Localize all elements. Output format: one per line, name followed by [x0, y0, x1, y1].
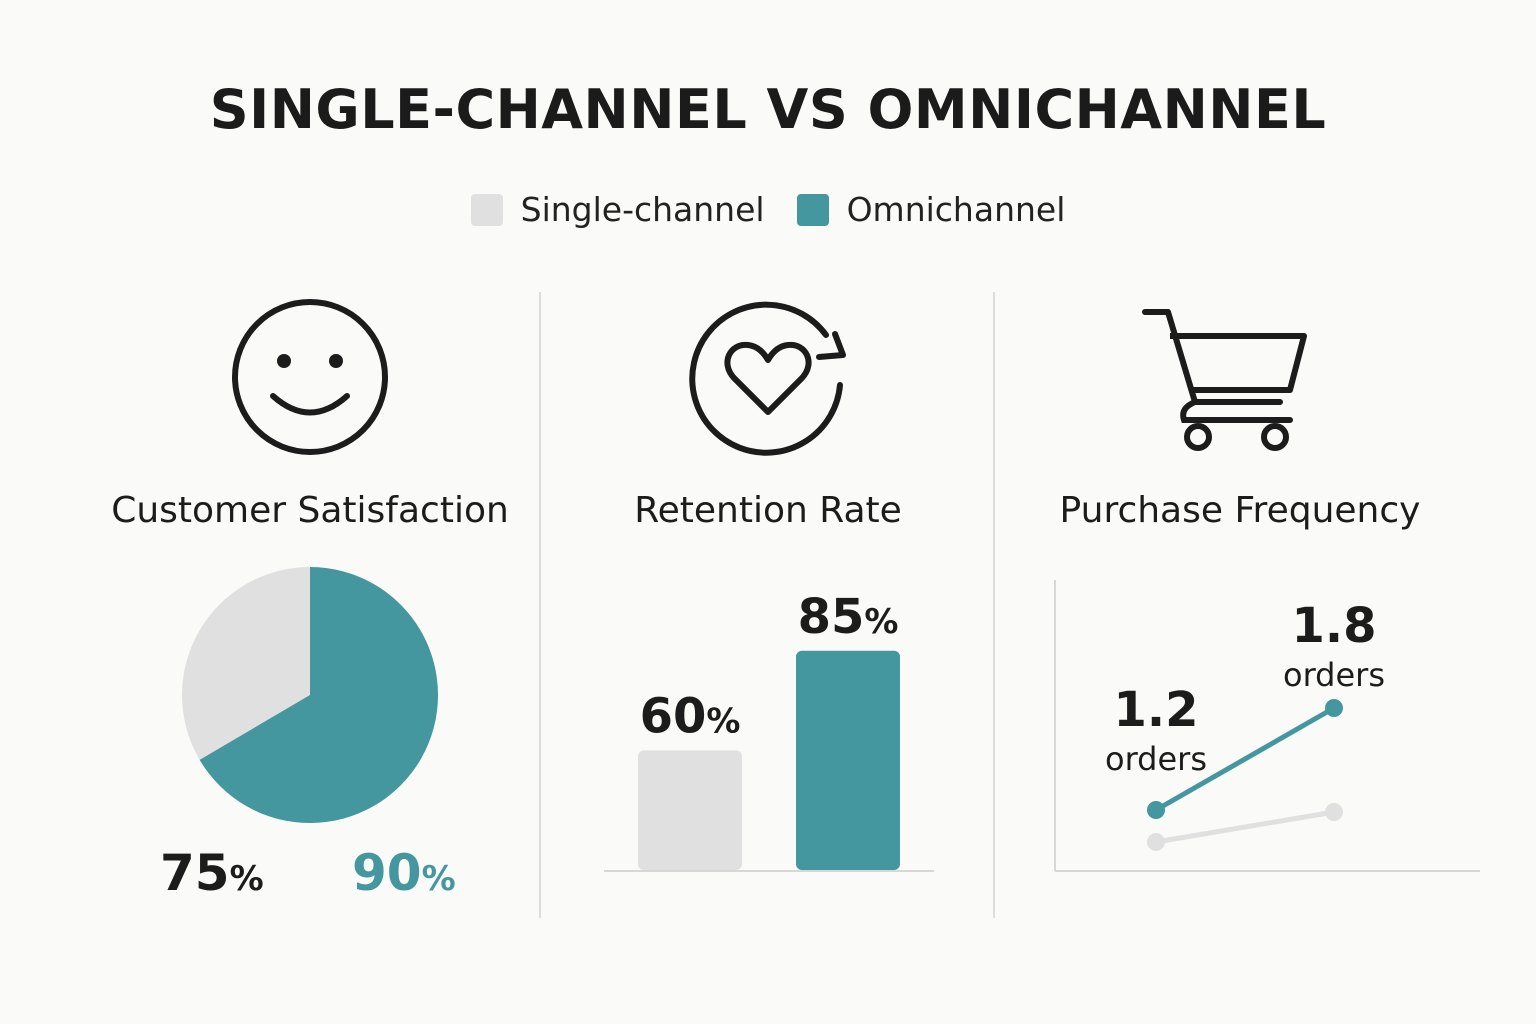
satisfaction-pie-chart — [181, 567, 438, 823]
panel-title-customer-satisfaction: Customer Satisfaction — [111, 490, 509, 531]
legend-swatch-omnichannel — [796, 193, 829, 226]
line-value-label: 1.8 — [1291, 598, 1376, 654]
divider-left — [539, 292, 541, 918]
chart-title: SINGLE-CHANNEL VS OMNICHANNEL — [209, 78, 1327, 141]
legend: Single-channel Omnichannel — [0, 190, 1536, 229]
line-series-single-channel — [1155, 809, 1335, 845]
line-point — [1325, 803, 1343, 821]
panel-title-purchase-frequency: Purchase Frequency — [1059, 490, 1421, 531]
bar-value-label: 85% — [798, 589, 899, 645]
retention-bar-chart: 60% 85% — [604, 589, 934, 872]
legend-label-single-channel: Single-channel — [520, 190, 765, 229]
panel-title-retention-rate: Retention Rate — [634, 490, 902, 531]
line-value-label: 1.2 — [1113, 682, 1198, 738]
line-unit-label: orders — [1283, 656, 1385, 694]
line-point — [1147, 801, 1165, 819]
line-point — [1325, 699, 1343, 717]
satisfaction-omni-unit: % — [421, 859, 456, 899]
satisfaction-single-number: 75 — [160, 844, 230, 902]
divider-right — [993, 292, 995, 918]
legend-swatch-single-channel — [470, 193, 503, 226]
legend-item-omnichannel: Omnichannel — [796, 190, 1066, 229]
bar-single-channel — [638, 750, 742, 870]
line-series-omnichannel — [1154, 705, 1336, 813]
legend-label-omnichannel: Omnichannel — [846, 190, 1066, 229]
legend-item-single-channel: Single-channel — [470, 190, 765, 229]
shopping-cart-icon — [1142, 309, 1307, 451]
bar-value-label: 60% — [640, 688, 741, 744]
pie-slice-omnichannel — [199, 567, 438, 823]
satisfaction-omni-number: 90 — [352, 844, 422, 902]
satisfaction-single-unit: % — [229, 859, 264, 899]
satisfaction-single-value: 75% — [160, 844, 264, 902]
smiley-face-icon — [232, 299, 388, 455]
line-unit-label: orders — [1105, 740, 1207, 778]
line-point — [1147, 833, 1165, 851]
bar-omnichannel — [796, 650, 900, 870]
satisfaction-omni-value: 90% — [352, 844, 456, 902]
heart-refresh-icon — [689, 301, 846, 456]
